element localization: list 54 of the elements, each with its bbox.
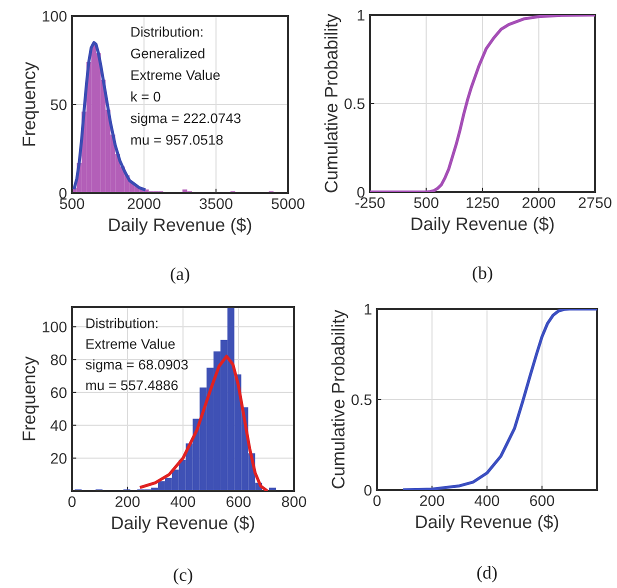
- annotation: Extreme Value: [131, 70, 220, 80]
- x-tick-label: 800: [282, 496, 306, 508]
- x-axis-title: Daily Revenue ($): [112, 516, 254, 533]
- annotation: sigma = 68.0903: [86, 359, 188, 372]
- x-tick-label: 3500: [200, 198, 232, 210]
- y-tick-label: 40: [50, 420, 67, 431]
- x-tick-label: 2000: [522, 197, 556, 208]
- annotation: mu = 957.0518: [131, 134, 223, 145]
- y-axis-title: Frequency: [22, 62, 39, 146]
- annotation: k = 0: [131, 91, 160, 102]
- y-axis-title: Cumulative Probability: [331, 310, 348, 488]
- annotation: Generalized: [131, 48, 204, 58]
- annotation: Distribution:: [131, 26, 202, 37]
- x-tick-label: 0: [68, 496, 76, 508]
- x-tick-label: 500: [414, 197, 438, 208]
- x-tick-label: -250: [355, 197, 385, 208]
- x-tick-label: 400: [170, 496, 196, 508]
- y-axis-title: Frequency: [22, 356, 39, 440]
- y-tick-label: 20: [50, 453, 67, 464]
- y-tick-label: 80: [50, 354, 67, 366]
- annotation: Extreme Value: [86, 338, 175, 349]
- y-tick-label: 0.5: [352, 394, 372, 406]
- x-tick-label: 600: [530, 495, 554, 506]
- x-tick-label: 5000: [272, 198, 304, 210]
- x-tick-label: 500: [60, 198, 84, 210]
- text: (a): [170, 267, 190, 284]
- y-tick-label: 100: [42, 10, 67, 22]
- x-tick-label: 1250: [466, 197, 499, 208]
- y-tick-label: 1: [358, 10, 364, 21]
- x-tick-label: 400: [474, 495, 500, 506]
- annotation: Distribution:: [86, 318, 158, 328]
- x-tick-label: 2000: [128, 198, 160, 210]
- x-tick-label: 200: [116, 496, 140, 508]
- x-axis-title: Daily Revenue ($): [416, 514, 558, 532]
- y-tick-label: 0: [364, 484, 372, 496]
- x-tick-label: 2750: [578, 197, 612, 208]
- y-tick-label: 0: [59, 188, 67, 199]
- x-axis-title: Daily Revenue ($): [109, 218, 252, 235]
- annotation: sigma = 222.0743: [130, 112, 241, 126]
- text: (d): [477, 566, 497, 582]
- y-axis-title: Cumulative Probability: [324, 14, 342, 192]
- y-tick-label: 0.5: [344, 98, 364, 110]
- x-tick-label: 200: [420, 495, 444, 506]
- y-tick-label: 0: [357, 186, 365, 198]
- text: (c): [174, 568, 192, 585]
- x-tick-label: 0: [373, 495, 381, 506]
- text: (b): [472, 266, 492, 283]
- y-tick-label: 1: [364, 304, 372, 315]
- y-tick-label: 50: [50, 99, 67, 110]
- y-tick-label: 100: [42, 322, 67, 332]
- x-tick-label: 600: [226, 496, 251, 508]
- y-tick-label: 60: [50, 387, 67, 398]
- x-axis-title: Daily Revenue ($): [412, 216, 554, 234]
- annotation: mu = 557.4886: [86, 380, 178, 390]
